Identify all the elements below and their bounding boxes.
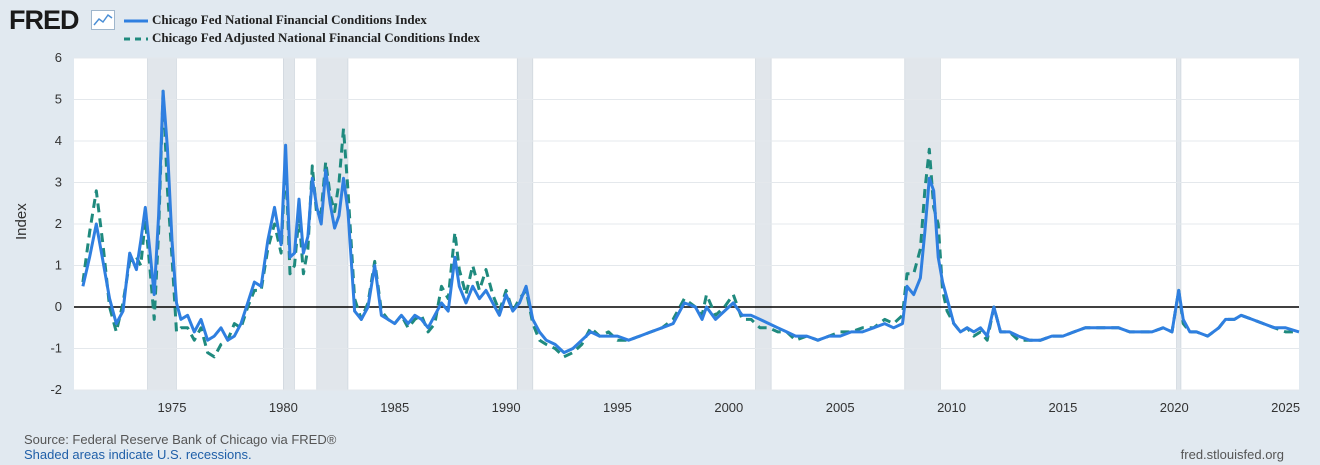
x-tick-label: 2000 bbox=[714, 400, 743, 415]
line-chart-icon bbox=[91, 10, 115, 30]
x-tick-label: 2005 bbox=[826, 400, 855, 415]
x-tick-label: 1980 bbox=[269, 400, 298, 415]
y-tick-label: 4 bbox=[55, 133, 62, 148]
fred-logo[interactable]: FRED bbox=[9, 5, 79, 35]
x-axis-ticks: 1975 1980 1985 1990 1995 2000 2005 2010 2015 2020… bbox=[158, 400, 1301, 415]
series-line-nfci bbox=[81, 89, 1300, 355]
source-note: Source: Federal Reserve Bank of Chicago … bbox=[24, 432, 337, 447]
x-tick-label: 1985 bbox=[380, 400, 409, 415]
y-tick-label: 5 bbox=[55, 92, 62, 107]
site-link[interactable]: fred.stlouisfed.org bbox=[1180, 447, 1284, 462]
x-tick-label: 2020 bbox=[1160, 400, 1189, 415]
series-layer bbox=[81, 89, 1300, 359]
legend-swatch-solid bbox=[124, 19, 148, 23]
legend-swatch-dashed bbox=[124, 37, 148, 41]
y-axis-ticks: 6 5 4 3 2 1 0 -1 -2 bbox=[50, 50, 62, 397]
x-tick-label: 1975 bbox=[158, 400, 187, 415]
legend-label-nfci: Chicago Fed National Financial Condition… bbox=[152, 12, 427, 27]
y-tick-label: 6 bbox=[55, 50, 62, 65]
y-tick-label: 3 bbox=[55, 175, 62, 190]
legend-label-anfci: Chicago Fed Adjusted National Financial … bbox=[152, 30, 480, 45]
y-tick-label: 1 bbox=[55, 258, 62, 273]
x-tick-label: 2015 bbox=[1048, 400, 1077, 415]
recession-note-link[interactable]: Shaded areas indicate U.S. recessions. bbox=[24, 447, 252, 462]
x-tick-label: 2010 bbox=[937, 400, 966, 415]
y-tick-label: 0 bbox=[55, 299, 62, 314]
chart: 6 5 4 3 2 1 0 -1 -2 1975 1980 1985 1990 1995 2000 2005… bbox=[50, 50, 1301, 415]
grid-lines bbox=[74, 57, 1299, 391]
y-tick-label: 2 bbox=[55, 216, 62, 231]
y-tick-label: -1 bbox=[50, 341, 62, 356]
x-tick-label: 2025 bbox=[1271, 400, 1300, 415]
x-tick-label: 1995 bbox=[603, 400, 632, 415]
y-tick-label: -2 bbox=[50, 382, 62, 397]
x-tick-label: 1990 bbox=[492, 400, 521, 415]
